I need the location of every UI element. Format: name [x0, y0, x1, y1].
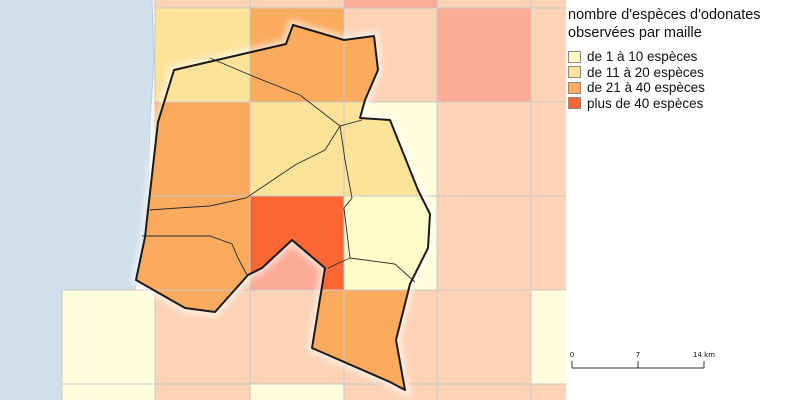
scale-bar: 0 7 14 km — [570, 351, 715, 369]
legend-title-line-1: nombre d'espèces d'odonates — [568, 7, 761, 23]
legend-item-11-20: de 11 à 20 espèces — [568, 65, 790, 81]
map-panel[interactable] — [0, 0, 566, 400]
map-canvas — [0, 0, 566, 400]
grid-cell — [136, 196, 250, 290]
scale-tick-label-14: 14 km — [693, 351, 715, 359]
grid-cell — [531, 290, 566, 384]
legend-label-1-10: de 1 à 10 espèces — [587, 49, 698, 65]
grid-cell — [155, 384, 250, 400]
study-area-boundary — [135, 24, 431, 391]
legend-label-11-20: de 11 à 20 espèces — [587, 64, 704, 80]
grid-cell — [344, 0, 437, 8]
grid-cell — [344, 384, 437, 400]
legend-item-21-40: de 21 à 40 espèces — [568, 80, 790, 96]
legend-swatch-1-10 — [568, 50, 581, 63]
grid-cell — [250, 102, 344, 196]
grid-cell — [437, 102, 531, 196]
grid-cell — [250, 384, 344, 400]
grid-cell — [437, 196, 531, 290]
map-legend: nombre d'espèces d'odonates observées pa… — [568, 6, 790, 111]
grid-cell — [437, 8, 531, 102]
grid-cell — [155, 0, 250, 8]
legend-title-line-2: observées par maille — [568, 25, 702, 41]
grid-cell — [531, 102, 566, 196]
legend-swatch-over-40 — [568, 97, 581, 110]
grid-cell — [250, 0, 344, 8]
grid-cell — [531, 8, 566, 102]
grid-cell — [437, 0, 531, 8]
grid-cell — [62, 290, 155, 400]
legend-item-over-40: plus de 40 espèces — [568, 96, 790, 112]
legend-label-over-40: plus de 40 espèces — [587, 95, 704, 111]
grid-cell — [531, 384, 566, 400]
legend-title: nombre d'espèces d'odonates observées pa… — [568, 6, 790, 42]
scale-tick-label-0: 0 — [570, 351, 574, 359]
scale-tick-label-7: 7 — [636, 351, 640, 359]
legend-swatch-11-20 — [568, 66, 581, 79]
grid-cell — [437, 290, 531, 384]
grid-cell — [437, 384, 531, 400]
internal-boundaries — [142, 57, 416, 283]
legend-label-21-40: de 21 à 40 espèces — [587, 80, 705, 96]
grid-cell — [531, 196, 566, 290]
legend-item-1-10: de 1 à 10 espèces — [568, 49, 790, 65]
legend-swatch-21-40 — [568, 81, 581, 94]
grid-cell — [531, 0, 566, 8]
